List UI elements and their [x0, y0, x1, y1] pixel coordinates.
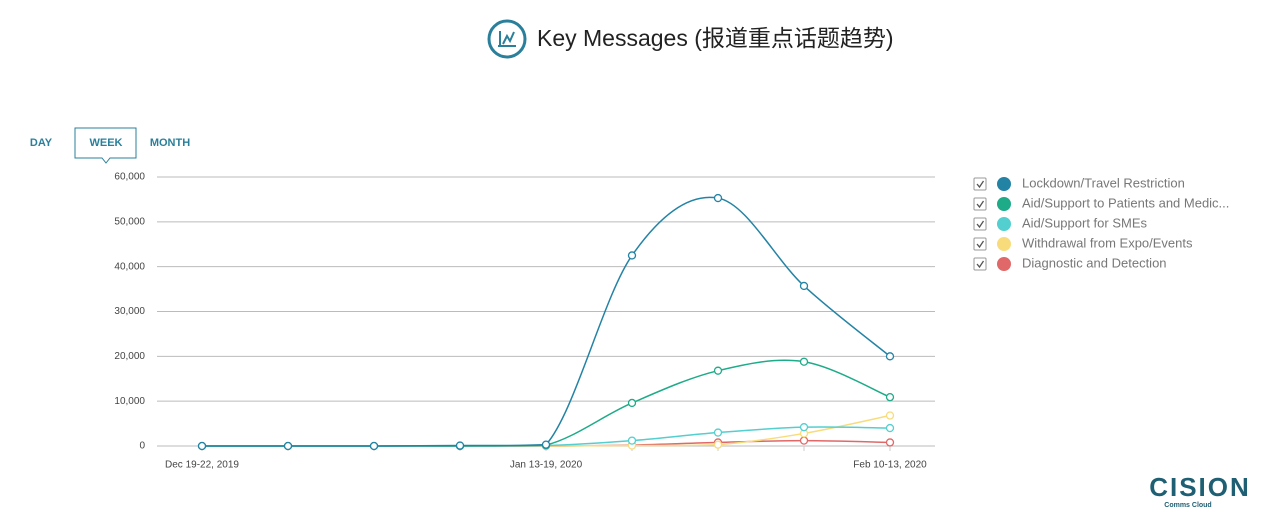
legend-swatch	[997, 257, 1011, 271]
x-tick-label: Feb 10-13, 2020	[853, 460, 927, 471]
tab-month[interactable]: MONTH	[150, 137, 190, 149]
data-point	[713, 366, 723, 375]
legend-swatch	[997, 237, 1011, 251]
tab-week[interactable]: WEEK	[90, 137, 123, 149]
y-tick-label: 30,000	[114, 306, 145, 317]
y-tick-label: 0	[139, 441, 145, 452]
legend-swatch	[997, 177, 1011, 191]
data-point	[885, 411, 895, 420]
x-tick-label: Dec 19-22, 2019	[165, 460, 239, 471]
legend-check	[976, 220, 985, 229]
data-point	[799, 357, 809, 366]
data-point	[541, 440, 551, 449]
y-tick-label: 20,000	[114, 351, 145, 362]
legend-checkbox	[973, 237, 987, 251]
data-point	[885, 423, 895, 433]
data-point	[283, 441, 293, 451]
data-point	[799, 423, 809, 432]
chart-title: Key Messages (报道重点话题趋势)	[537, 25, 894, 51]
legend-check	[976, 200, 985, 209]
legend-check	[976, 180, 985, 189]
y-tick-label: 60,000	[114, 172, 145, 183]
data-point	[197, 441, 207, 451]
x-tick-label: Jan 13-19, 2020	[510, 460, 583, 471]
series-line	[201, 359, 891, 447]
data-point	[885, 392, 895, 402]
legend-label: Aid/Support to Patients and Medic...	[1022, 195, 1229, 210]
legend-label: Withdrawal from Expo/Events	[1022, 235, 1193, 250]
y-tick-label: 50,000	[114, 216, 145, 227]
legend-swatch	[997, 197, 1011, 211]
data-point	[885, 352, 895, 361]
legend-label: Aid/Support for SMEs	[1022, 215, 1147, 230]
legend-checkbox	[973, 177, 987, 191]
series-line	[201, 196, 891, 447]
data-point	[713, 440, 723, 449]
tab-day[interactable]: DAY	[30, 137, 53, 149]
legend-checkbox	[973, 197, 987, 211]
data-point	[627, 398, 637, 408]
brand-logo: CISION	[1149, 472, 1251, 502]
title-icon-glyph	[498, 31, 516, 47]
title-icon	[487, 19, 527, 59]
brand-tagline: Comms Cloud	[1164, 502, 1211, 509]
data-point	[627, 251, 637, 260]
tab-active-frame	[74, 127, 137, 164]
data-point	[455, 441, 465, 450]
data-point	[799, 436, 809, 445]
legend-checkbox	[973, 217, 987, 231]
legend-check	[976, 240, 985, 249]
data-point	[713, 193, 723, 203]
data-point	[799, 281, 809, 291]
y-tick-label: 40,000	[114, 261, 145, 272]
legend-swatch	[997, 217, 1011, 231]
legend-label: Diagnostic and Detection	[1022, 255, 1167, 270]
data-point	[885, 438, 895, 447]
y-tick-label: 10,000	[114, 396, 145, 407]
data-point	[369, 441, 379, 451]
legend-checkbox	[973, 257, 987, 271]
legend-check	[976, 260, 985, 269]
legend-label: Lockdown/Travel Restriction	[1022, 175, 1185, 190]
data-point	[713, 428, 723, 437]
data-point	[627, 436, 637, 445]
